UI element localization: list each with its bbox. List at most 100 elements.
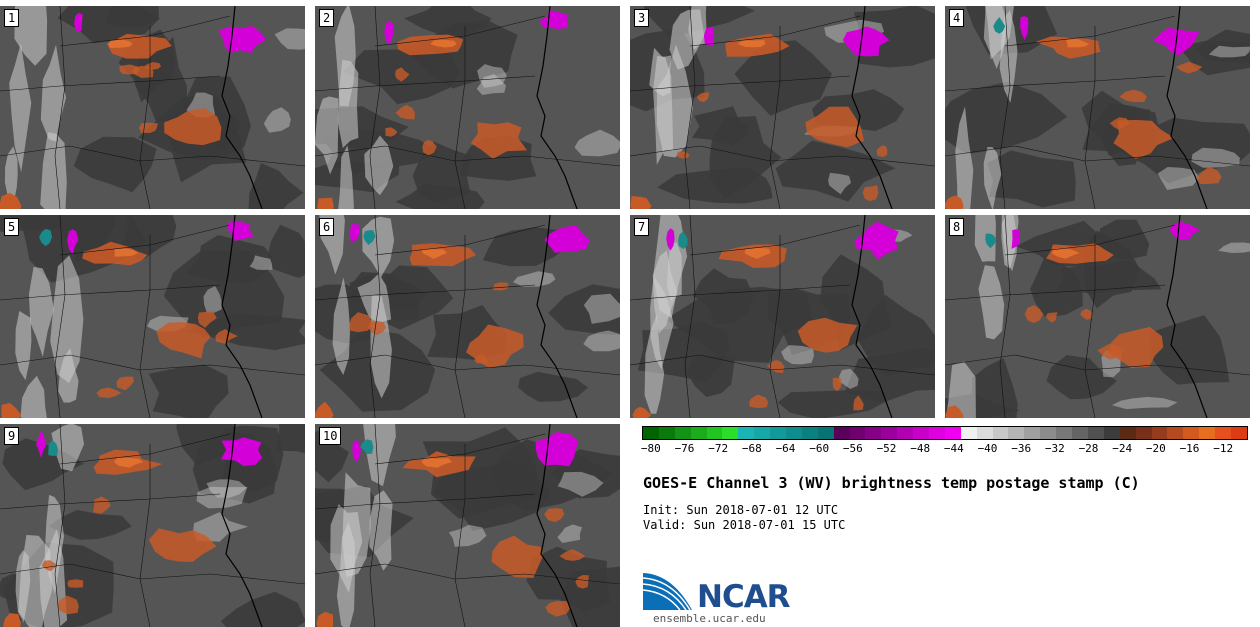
state-border — [1004, 224, 1176, 256]
warm-spot — [385, 127, 398, 137]
moist-streak — [583, 293, 620, 324]
colorbar-swatch — [944, 427, 961, 439]
colorbar-swatch — [960, 427, 977, 439]
colorbar-swatch — [929, 427, 945, 439]
coastline — [1166, 6, 1208, 209]
colorbar-tick: −52 — [876, 442, 897, 455]
warm-spot — [1097, 343, 1125, 360]
moist-streak — [15, 310, 32, 381]
moist-streak — [1208, 45, 1250, 58]
wv-field-map — [630, 6, 935, 209]
warm-spot — [348, 312, 373, 333]
warm-spot — [316, 611, 334, 627]
member-number: 7 — [634, 218, 650, 236]
state-border — [769, 26, 781, 209]
dry-region — [48, 509, 132, 540]
warm-spot — [1109, 117, 1130, 131]
warm-spot — [0, 192, 22, 209]
colorbar-swatch — [1087, 427, 1104, 439]
member-number: 9 — [4, 427, 20, 445]
moist-streak — [688, 6, 708, 50]
coastline — [536, 6, 578, 209]
moist-streak — [203, 286, 222, 313]
colorbar-tick: −36 — [1011, 442, 1032, 455]
cold-cloud-top — [842, 26, 890, 57]
dry-region — [176, 424, 235, 466]
warm-region — [396, 34, 464, 56]
colorbar-tick: −24 — [1112, 442, 1133, 455]
warm-spot — [1045, 312, 1058, 323]
wv-field-map — [0, 424, 305, 627]
member-panel: 2 — [315, 6, 620, 209]
very-cold-core — [993, 17, 1006, 34]
warm-region — [409, 243, 476, 267]
moist-streak — [978, 265, 1005, 340]
state-border — [769, 235, 781, 418]
warm-spot — [749, 394, 769, 409]
moist-streak — [50, 255, 84, 383]
state-border — [139, 235, 151, 418]
member-panel: 6 — [315, 215, 620, 418]
member-panel: 10 — [315, 424, 620, 627]
colorbar-swatch — [897, 427, 914, 439]
dry-region — [1149, 315, 1230, 385]
warm-spot — [632, 406, 652, 418]
moist-streak — [557, 471, 604, 497]
dry-region — [986, 150, 1076, 208]
state-border — [945, 75, 1166, 92]
state-border — [630, 75, 851, 92]
dry-region — [220, 591, 305, 627]
wv-field-map — [630, 215, 935, 418]
moist-streak — [332, 277, 351, 375]
coastline — [536, 215, 578, 418]
init-label: Init: — [643, 503, 680, 517]
moist-streak — [369, 490, 393, 571]
colorbar-swatch — [849, 427, 866, 439]
colorbar-tick: −28 — [1078, 442, 1099, 455]
moist-streak — [656, 44, 694, 158]
cold-cloud-top — [544, 225, 590, 253]
state-border — [139, 26, 151, 209]
dry-region — [945, 82, 1068, 155]
moist-streak — [644, 314, 665, 414]
cold-cloud-top — [352, 440, 361, 462]
very-cold-core — [985, 233, 997, 249]
warm-region — [82, 241, 148, 266]
moist-streak — [1191, 147, 1240, 168]
colorbar-swatch — [1103, 427, 1120, 439]
cold-cloud-top — [666, 228, 675, 251]
member-panel: 8 — [945, 215, 1250, 418]
coastline — [851, 215, 893, 418]
warm-core — [114, 248, 139, 257]
colorbar-swatch — [976, 427, 993, 439]
warm-core — [107, 38, 133, 48]
moist-streak — [364, 135, 394, 196]
colorbar-swatch — [913, 427, 930, 439]
colorbar-swatch — [1008, 427, 1025, 439]
warm-spot — [945, 195, 964, 209]
warm-spot — [93, 496, 111, 514]
warm-spot — [3, 613, 21, 627]
coastline — [1166, 215, 1208, 418]
wv-field-map — [315, 424, 620, 627]
warm-spot — [1196, 166, 1222, 184]
colorbar-swatch — [1040, 427, 1057, 439]
warm-core — [744, 247, 771, 259]
warm-core — [422, 249, 447, 259]
member-number: 3 — [634, 9, 650, 27]
moist-streak — [4, 146, 18, 205]
state-border — [0, 75, 221, 92]
moist-streak — [781, 345, 814, 365]
colorbar-swatch — [754, 427, 771, 439]
moist-streak — [557, 524, 583, 543]
coastline — [221, 6, 263, 209]
dry-region — [19, 215, 147, 283]
colorbar-tick: −68 — [741, 442, 762, 455]
warm-spot — [197, 311, 217, 328]
state-border — [454, 444, 466, 627]
dry-region — [857, 294, 935, 377]
valid-label: Valid: — [643, 518, 687, 532]
colorbar-tick-labels: −80 −76 −72 −68 −64 −60 −56 −52 −48 −44 −40 −36 −32−… — [641, 442, 1248, 458]
warm-region — [156, 322, 211, 359]
moist-streak — [476, 74, 506, 95]
